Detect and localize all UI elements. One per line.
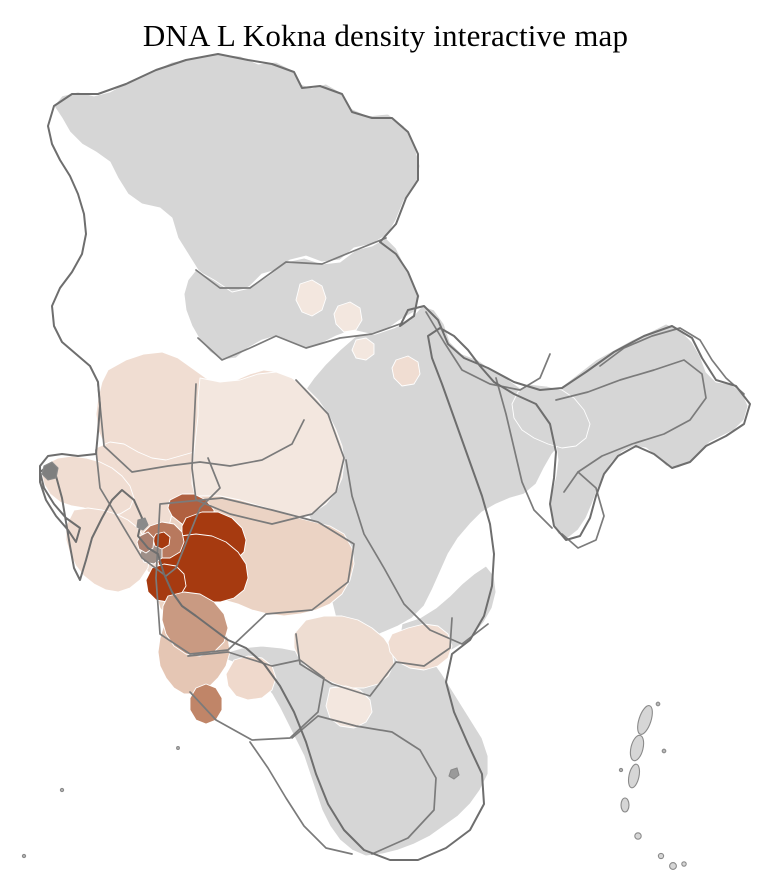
state-border-gujarat xyxy=(96,450,220,576)
state-border-jk xyxy=(196,238,386,288)
island-group-andaman-nicobar xyxy=(619,702,686,869)
island-nicobar-b[interactable] xyxy=(682,862,686,866)
state-border-mp xyxy=(192,380,344,524)
page-title: DNA L Kokna density interactive map xyxy=(142,18,629,53)
country-boundary xyxy=(40,54,750,860)
island-car-nicobar[interactable] xyxy=(635,833,641,839)
island-lakshadweep-2[interactable] xyxy=(22,854,25,857)
district-bengal-corridor[interactable] xyxy=(512,384,590,448)
state-border-telangana-ap xyxy=(296,618,452,696)
map-svg[interactable] xyxy=(0,48,771,871)
india-outline xyxy=(40,54,750,860)
state-border-tamilnadu xyxy=(292,716,436,854)
island-lakshadweep-1[interactable] xyxy=(60,788,63,791)
island-narcondam[interactable] xyxy=(662,749,666,753)
island-south-andaman[interactable] xyxy=(627,763,642,789)
state-border-rajasthan-gujarat xyxy=(98,384,304,472)
state-border-wb xyxy=(496,378,552,528)
district-palghar-coast[interactable] xyxy=(137,532,154,553)
island-group-lakshadweep xyxy=(22,747,179,858)
india-choropleth-map[interactable] xyxy=(0,48,771,871)
district-uttara-kannada[interactable] xyxy=(190,684,222,724)
enclave-puducherry[interactable] xyxy=(449,768,459,779)
island-small-east[interactable] xyxy=(619,768,622,771)
enclave-diu[interactable] xyxy=(42,462,58,480)
island-lakshadweep-3[interactable] xyxy=(177,747,180,750)
district-ap-south[interactable] xyxy=(326,686,372,728)
state-border-jharkhand-bihar xyxy=(426,312,550,390)
state-border-himachal-punjab xyxy=(198,324,400,360)
district-up-patch-2[interactable] xyxy=(334,302,362,332)
island-nicobar-a[interactable] xyxy=(658,853,663,858)
island-middle-andaman[interactable] xyxy=(628,734,646,762)
state-border-maharashtra xyxy=(156,498,354,654)
island-north-andaman[interactable] xyxy=(635,704,656,736)
district-up-patch-4[interactable] xyxy=(352,338,374,360)
coastal-enclaves xyxy=(42,462,459,779)
state-boundaries xyxy=(96,238,744,854)
district-karnataka-north-tint[interactable] xyxy=(226,656,276,700)
district-up-patch-3[interactable] xyxy=(392,356,420,386)
state-border-ne-lower xyxy=(562,472,604,548)
district-up-patch-1[interactable] xyxy=(296,280,326,316)
island-great-nicobar[interactable] xyxy=(670,863,677,870)
state-border-chhattisgarh-odisha xyxy=(346,460,488,644)
state-border-kerala xyxy=(250,742,352,854)
island-little-andaman[interactable] xyxy=(621,798,629,812)
island-barren[interactable] xyxy=(656,702,660,706)
state-border-arunachal xyxy=(600,328,744,394)
enclave-daman[interactable] xyxy=(137,518,148,530)
state-border-assam xyxy=(556,360,706,492)
state-border-karnataka xyxy=(188,652,324,740)
